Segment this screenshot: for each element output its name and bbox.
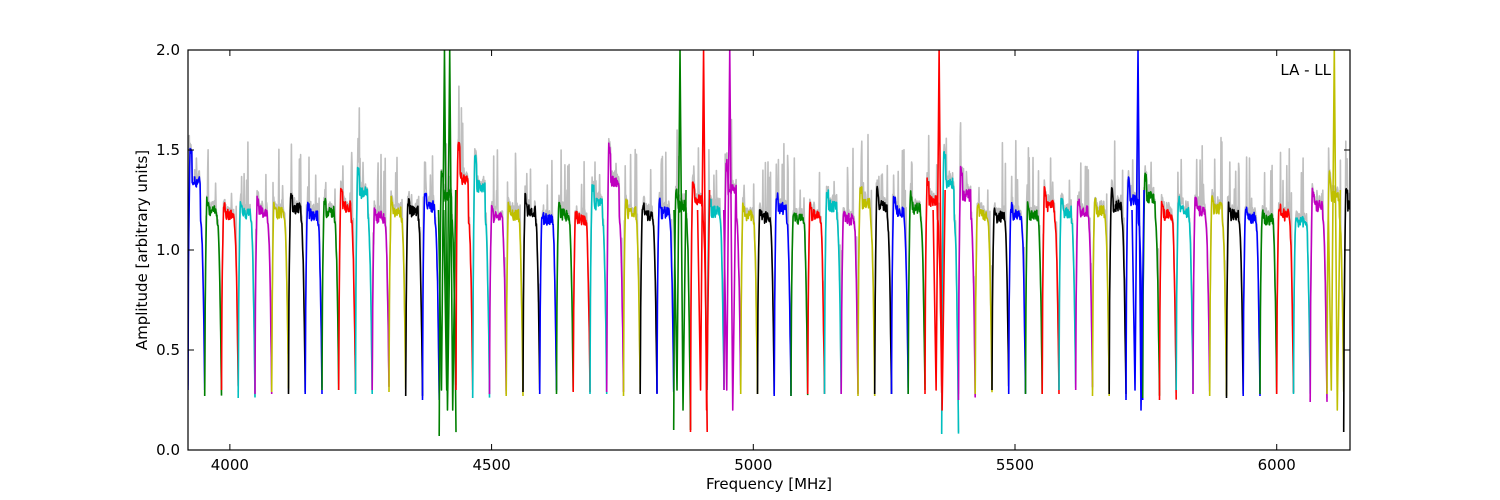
channel-trace [1208,195,1228,397]
channel-trace [991,207,1010,391]
channel-trace [890,195,909,395]
channel-trace [907,190,926,395]
channel-trace [1158,200,1177,401]
channel-trace [505,201,524,397]
background-trace [1091,193,1110,392]
channel-trace [806,201,826,395]
channel-trace-layer [188,50,1350,437]
channel-trace [1175,195,1194,391]
channel-trace [739,202,759,395]
channel-trace [388,195,407,393]
channel-trace [1041,186,1060,395]
channel-trace [940,150,960,435]
channel-trace [1024,201,1043,395]
background-trace [220,192,239,389]
channel-trace [1058,197,1077,391]
spike-trace [437,50,452,411]
channel-trace [1259,209,1278,395]
channel-trace [538,212,558,395]
channel-trace [840,210,859,395]
spike-trace [932,50,946,411]
channel-trace [371,207,390,391]
x-axis-label: Frequency [MHz] [706,475,832,493]
y-tick-label: 1.0 [156,241,180,259]
channel-trace [639,202,658,395]
x-tick-label: 6000 [1258,456,1296,474]
channel-trace [857,186,876,397]
channel-trace [321,197,340,391]
spike-trace [673,50,687,411]
channel-trace [974,203,993,395]
channel-trace [957,165,976,401]
channel-trace [773,192,792,397]
channel-trace [756,209,775,395]
channel-trace [404,198,424,397]
channel-trace [270,201,290,393]
channel-trace [790,212,809,397]
channel-trace [203,196,223,397]
channel-trace [1091,197,1110,397]
channel-trace [488,204,507,395]
channel-trace [471,154,491,399]
channel-trace [873,185,893,395]
channel-trace [421,192,440,401]
channel-trace [304,201,323,395]
x-tick-label: 5000 [734,456,772,474]
channel-trace [1192,196,1211,395]
background-trace [404,190,424,393]
channel-trace [455,141,474,391]
tick-layer: 4000 4500 5000 5500 6000 0.0 0.5 1.0 1.5 2.0 [156,41,1350,474]
channel-trace [1309,187,1328,403]
channel-trace [823,189,842,395]
channel-trace [188,147,206,391]
spike-trace [1131,50,1145,411]
channel-trace [237,201,256,399]
y-tick-label: 0.0 [156,441,180,459]
y-tick-label: 0.5 [156,341,180,359]
channel-trace [924,177,943,395]
channel-trace [1225,201,1244,399]
channel-trace [1007,201,1027,395]
x-tick-label: 4000 [211,456,249,474]
annotation-label: LA - LL [1280,61,1331,79]
channel-trace [672,188,692,431]
y-tick-label: 1.5 [156,141,180,159]
channel-trace [287,192,306,395]
channel-trace [1342,187,1350,433]
channel-trace [354,166,373,395]
channel-trace [605,142,625,393]
spike-trace [696,50,711,411]
spike-trace [722,50,737,411]
channel-trace [1074,198,1094,391]
channel-trace [337,187,357,391]
channel-trace [1292,215,1311,395]
channel-trace [572,210,591,393]
x-tick-label: 4500 [472,456,510,474]
channel-trace [254,195,273,395]
spike-trace [1327,50,1342,411]
channel-trace [656,197,675,395]
y-tick-label: 2.0 [156,41,180,59]
x-tick-label: 5500 [996,456,1034,474]
channel-trace [522,192,541,393]
channel-trace [1275,203,1295,395]
channel-trace [622,198,641,397]
channel-trace [1242,206,1261,397]
spike-trace [442,50,457,411]
background-trace [823,180,842,393]
channel-trace [1108,187,1127,395]
channel-trace [589,184,608,395]
y-axis-label: Amplitude [arbitrary units] [133,150,151,350]
background-trace [1342,140,1350,428]
channel-trace [555,201,574,395]
channel-trace [220,202,239,391]
channel-trace [1141,172,1161,399]
background-trace [1309,183,1328,401]
channel-trace [723,158,742,391]
background-trace [639,168,658,393]
